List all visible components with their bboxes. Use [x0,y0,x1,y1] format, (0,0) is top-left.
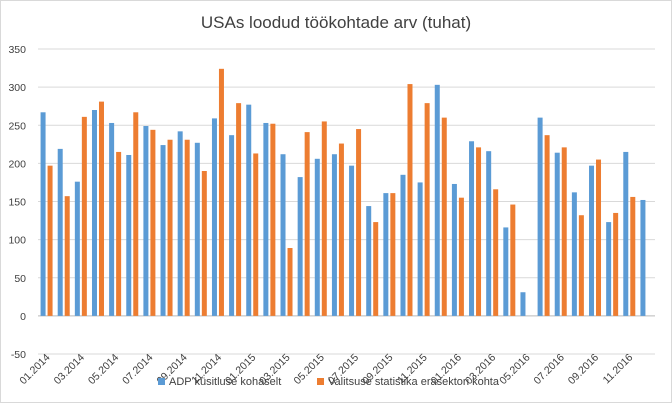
bar [270,123,276,316]
legend-label-gov: Valitsuse statistika erasektori kohta [328,376,500,388]
bar [143,126,149,316]
bar [434,84,440,316]
bar [236,103,242,316]
legend-swatch-adp [158,378,165,385]
bar [304,132,310,316]
bar [589,165,595,316]
bar [184,139,190,316]
y-tick-label: 250 [8,120,26,132]
bar [476,147,482,316]
y-tick-label: -50 [11,349,26,361]
bar [407,84,413,316]
bar [630,196,636,316]
bar [383,193,389,316]
bar [623,151,629,316]
bar [441,117,447,316]
bar [150,129,156,316]
bar [561,147,567,316]
bar [263,122,269,316]
bar [390,193,396,316]
bar [606,222,612,316]
bar [229,135,235,316]
bar [537,117,543,316]
bar [613,212,619,316]
y-tick-label: 200 [8,158,26,170]
gridlines [38,48,655,355]
bar [486,151,492,316]
bar [177,131,183,316]
bar [321,121,327,316]
bar [503,227,509,316]
bar [571,192,577,316]
bar [469,141,475,316]
bar [297,177,303,316]
bar [133,112,139,316]
y-tick-label: 350 [8,44,26,56]
bar [167,139,173,316]
bar [510,204,516,316]
bar [520,292,526,316]
chart-title: USAs loodud töökohtade arv (tuhat) [201,13,471,32]
y-tick-label: 50 [14,273,26,285]
bar [458,197,464,316]
bar [74,181,80,316]
bar [280,154,286,316]
bar [493,189,499,316]
y-axis: -50 0 50 100 150 200 250 300 350 [8,44,26,361]
bar [91,110,97,316]
bar [98,101,104,316]
bar [109,122,115,316]
legend-swatch-gov [317,378,324,385]
legend-label-adp: ADP küsitluse kohaselt [169,376,281,388]
bar [64,196,70,316]
bar [81,116,87,316]
bar [424,103,430,316]
bar [554,152,560,316]
bar [246,104,252,316]
legend: ADP küsitluse kohaselt Valitsuse statist… [158,376,500,388]
bars [40,68,646,316]
bar [57,148,63,316]
bar [40,112,46,316]
bar [451,183,457,316]
bar [366,206,372,316]
bar [578,215,584,316]
bar [201,171,207,316]
bar [116,151,122,316]
bar [373,222,379,316]
bar [47,165,53,316]
y-tick-label: 0 [20,311,26,323]
bar [314,158,320,316]
bar [400,174,406,316]
bar [640,199,646,316]
bar [331,154,337,316]
bar [349,165,355,316]
bar [211,118,217,316]
bar [126,154,132,316]
bar [338,143,344,316]
y-tick-label: 150 [8,197,26,209]
bar [253,153,259,316]
bar [218,68,224,316]
y-tick-label: 300 [8,82,26,94]
bar [160,145,166,316]
bar [194,142,200,316]
y-tick-label: 100 [8,235,26,247]
bar [287,248,293,316]
bar [356,129,362,316]
bar [417,182,423,316]
bar [596,159,602,316]
bar [544,135,550,316]
